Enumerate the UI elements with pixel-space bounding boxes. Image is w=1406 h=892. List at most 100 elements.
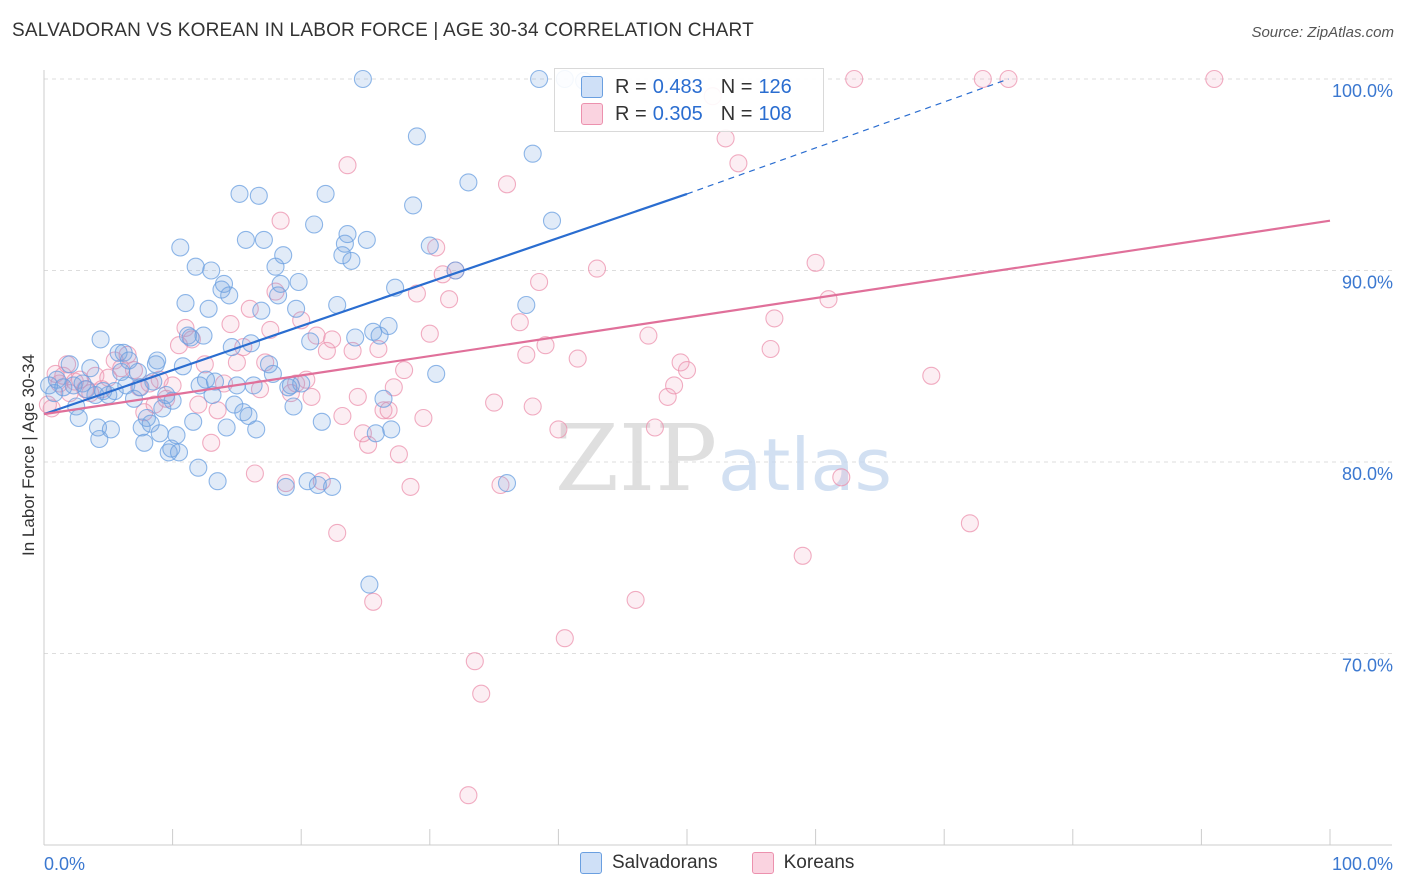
salvadoran-point (269, 286, 288, 305)
korean-point (960, 514, 979, 533)
salvadoran-point (459, 173, 478, 192)
korean-point (639, 326, 658, 345)
r-label: R = (615, 102, 647, 125)
chart-title: SALVADORAN VS KOREAN IN LABOR FORCE | AG… (12, 20, 754, 41)
y-tick-label: 90.0% (1342, 273, 1393, 293)
korean-point (523, 397, 542, 416)
salvadoran-point (239, 406, 258, 426)
korean-point (510, 313, 529, 332)
salvadoran-point (184, 412, 203, 431)
salvadoran-point (276, 477, 295, 496)
koreans-swatch (581, 103, 603, 125)
legend-row-koreans: R = 0.305 N = 108 (581, 101, 792, 127)
korean-point (465, 652, 484, 671)
salvadoran-point (346, 328, 365, 347)
korean-point (677, 361, 697, 380)
salvadoran-point (90, 429, 109, 449)
salvadoran-point (342, 251, 361, 270)
salvadoran-point (69, 408, 88, 428)
korean-point (384, 378, 403, 397)
salvadoran-point (497, 474, 517, 493)
legend-item-koreans[interactable]: Koreans (751, 852, 855, 874)
korean-point (189, 395, 208, 414)
salvadoran-point (271, 274, 290, 293)
korean-point (587, 259, 607, 278)
salvadoran-point (176, 294, 195, 313)
salvadoran-point (132, 418, 151, 437)
salvadoran-point (214, 274, 234, 293)
korean-point (414, 408, 433, 428)
korean-point (440, 290, 459, 309)
salvadorans-trend-line (43, 192, 688, 416)
salvadoran-point (150, 424, 169, 443)
salvadoran-point (220, 286, 239, 305)
korean-point (568, 349, 587, 368)
y-axis-label: In Labor Force | Age 30-34 (19, 354, 38, 556)
korean-point (549, 420, 568, 439)
korean-point (806, 253, 825, 272)
n-label: N = (720, 75, 753, 98)
korean-point (317, 341, 336, 360)
legend-item-salvadorans[interactable]: Salvadorans (580, 852, 718, 874)
korean-point (227, 353, 246, 372)
salvadoran-point (199, 299, 218, 318)
korean-point (497, 175, 517, 194)
salvadoran-point (305, 215, 324, 234)
korean-point (485, 393, 504, 412)
salvadoran-point (360, 575, 379, 594)
korean-point (276, 474, 295, 493)
salvadoran-point (404, 196, 423, 215)
salvadoran-point (370, 326, 389, 345)
korean-point (353, 424, 372, 443)
axes (43, 70, 1392, 846)
r-value-salvadorans: 0.483 (652, 75, 703, 98)
korean-point (472, 684, 491, 703)
korean-point (765, 309, 784, 328)
gridlines (44, 78, 1392, 654)
salvadoran-point (60, 355, 79, 374)
salvadoran-point (178, 326, 198, 345)
korean-point (626, 590, 645, 609)
source-credit: Source: ZipAtlas.com (1251, 24, 1394, 41)
korean-point (395, 361, 414, 380)
koreans-legend-label: Koreans (783, 852, 855, 873)
watermark-zip: ZIP (555, 405, 717, 512)
korean-point (343, 341, 362, 360)
korean-point (665, 376, 684, 395)
salvadoran-point (196, 370, 216, 389)
salvadoran-point (194, 326, 213, 345)
salvadoran-point (141, 414, 160, 433)
y-tick-label: 80.0% (1342, 464, 1393, 484)
tick-labels: 70.0% 80.0% 90.0% 100.0% 0.0% 100.0% (44, 81, 1393, 874)
salvadorans-trend-extension (686, 78, 1009, 195)
x-tick-label: 100.0% (1332, 854, 1393, 874)
salvadoran-point (292, 374, 311, 393)
salvadoran-point (208, 472, 227, 491)
y-tick-label: 100.0% (1332, 81, 1393, 101)
korean-point (530, 272, 549, 292)
salvadoran-point (101, 420, 120, 439)
salvadoran-point (427, 364, 446, 383)
korean-point (271, 211, 290, 230)
korean-point (973, 69, 992, 89)
watermark: ZIP atlas (555, 405, 892, 512)
y-tick-label: 70.0% (1342, 656, 1393, 676)
legend-row-salvadorans: R = 0.483 N = 126 (581, 74, 792, 100)
korean-point (240, 299, 259, 318)
korean-point (819, 290, 838, 309)
x-tick-label: 0.0% (44, 854, 85, 874)
salvadoran-point (542, 211, 562, 230)
salvadoran-point (259, 355, 279, 374)
korean-point (517, 345, 536, 364)
korean-point (245, 464, 264, 483)
salvadoran-point (284, 397, 303, 416)
trend-lines (43, 78, 1331, 416)
salvadoran-point (135, 433, 154, 452)
n-value-salvadorans: 126 (758, 75, 792, 98)
salvadoran-point (148, 351, 167, 370)
salvadoran-point (289, 272, 308, 292)
n-value-koreans: 108 (758, 102, 792, 125)
korean-point (333, 406, 352, 426)
korean-point (1205, 69, 1224, 89)
